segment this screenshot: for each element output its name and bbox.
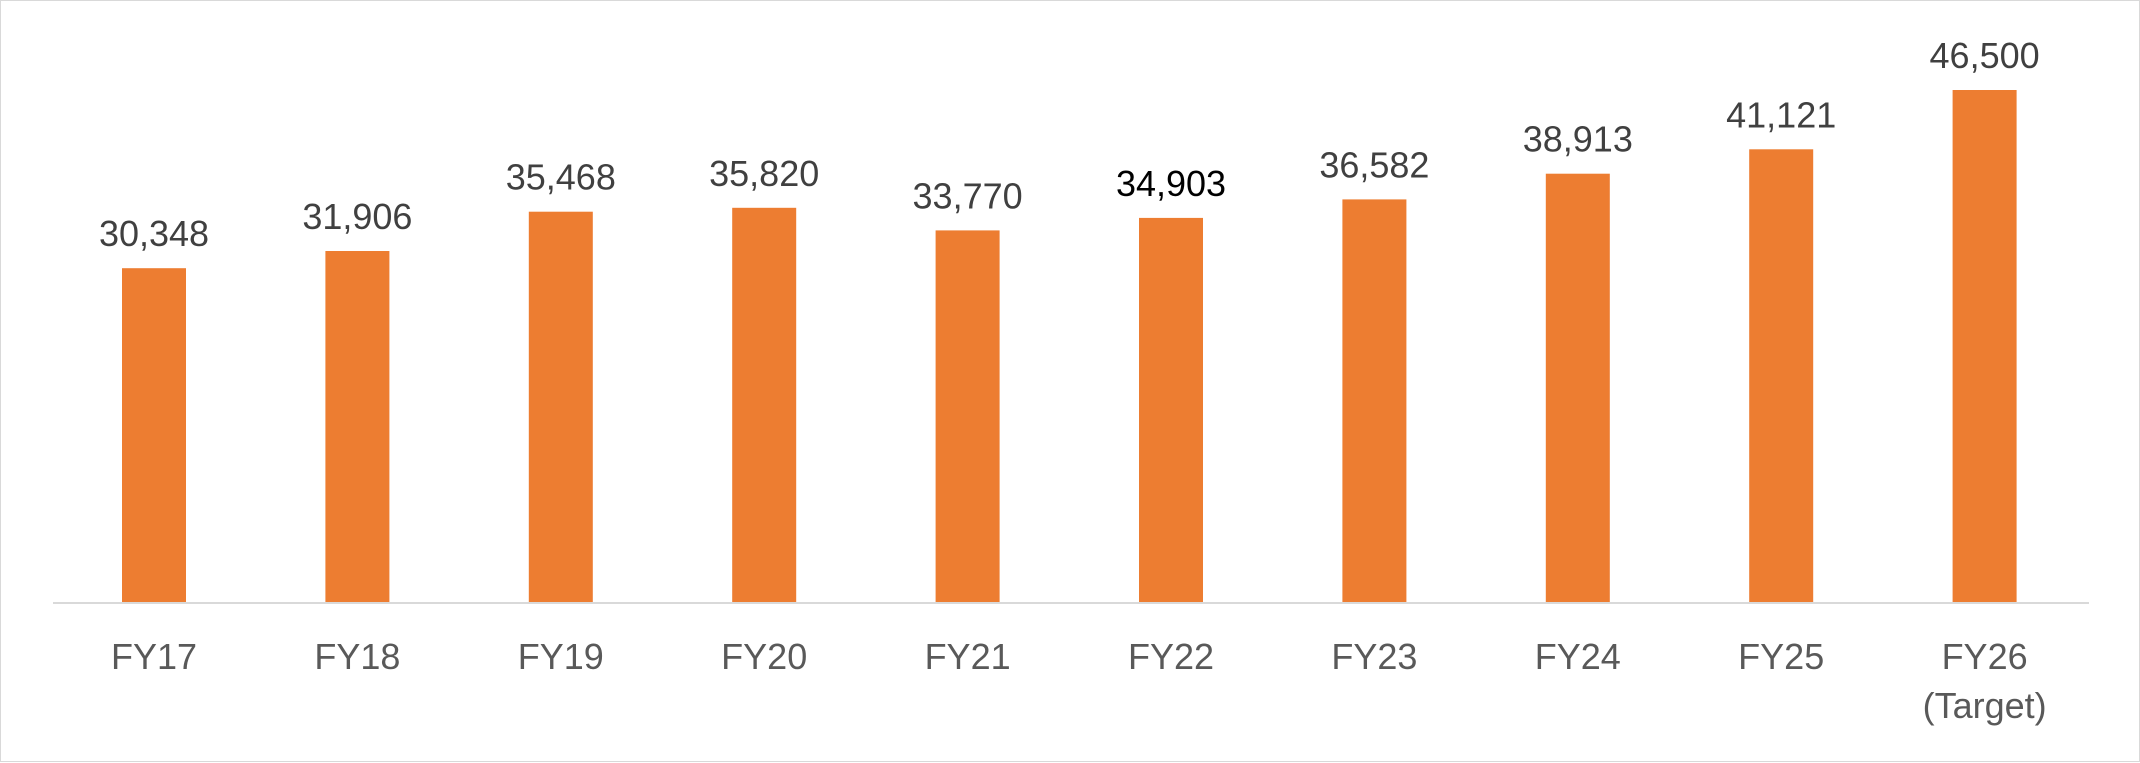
bar-2 (528, 211, 593, 603)
x-tick-label-4: FY21 (925, 636, 1011, 677)
bars-layer (122, 90, 2017, 604)
x-tick-label-3: FY20 (721, 636, 807, 677)
bar-4 (935, 230, 1000, 603)
x-tick-label-5: FY22 (1128, 636, 1214, 677)
bar-6 (1342, 199, 1407, 603)
value-label-1: 31,906 (302, 196, 412, 237)
value-label-2: 35,468 (506, 157, 616, 198)
x-tick-label-1: FY18 (314, 636, 400, 677)
value-label-3: 35,820 (709, 153, 819, 194)
bar-3 (732, 207, 797, 604)
x-tick-label-9: FY26 (Target) (1923, 636, 2047, 726)
value-label-5: 34,903 (1116, 163, 1226, 204)
value-labels-layer: 30,348 31,906 35,468 35,820 33,770 34,903 36,5… (99, 35, 2040, 254)
x-tick-label-8: FY25 (1738, 636, 1824, 677)
value-label-4: 33,770 (913, 175, 1023, 216)
x-tick-labels-layer: FY17 FY18 FY19 FY20 FY21 FY22 FY23 FY24 FY25 FY26… (111, 636, 2047, 726)
value-label-6: 36,582 (1319, 144, 1429, 185)
value-label-0: 30,348 (99, 213, 209, 254)
x-tick-label-7: FY24 (1535, 636, 1621, 677)
value-label-9: 46,500 (1930, 35, 2040, 76)
bar-5 (1139, 217, 1203, 603)
bar-0 (122, 268, 186, 603)
bar-7 (1545, 173, 1610, 603)
x-tick-label-2: FY19 (518, 636, 604, 677)
x-tick-label-0: FY17 (111, 636, 197, 677)
bar-8 (1749, 149, 1814, 604)
bar-1 (325, 251, 390, 603)
value-label-7: 38,913 (1523, 119, 1633, 160)
x-tick-label-6: FY23 (1331, 636, 1417, 677)
value-label-8: 41,121 (1726, 94, 1836, 135)
bar-9 (1952, 90, 2017, 603)
